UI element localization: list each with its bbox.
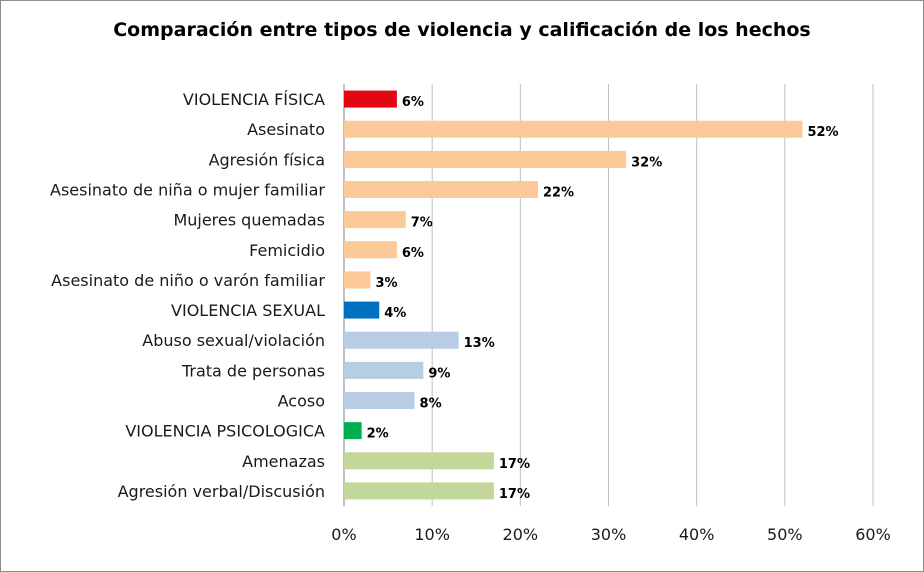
bar [344, 331, 459, 349]
bar [344, 90, 397, 108]
data-labels: 6% 52% 32% 22% 7% 6% 3% 4% 13% 9% 8% 2% 17% 17% [367, 95, 839, 502]
category-label: Asesinato de niña o mujer familiar [50, 181, 325, 200]
x-tick-label: 50% [767, 525, 803, 544]
data-label: 4% [384, 306, 406, 321]
category-label: Mujeres quemadas [173, 211, 325, 230]
category-label: Abuso sexual/violación [142, 331, 325, 350]
x-tick-label: 0% [331, 525, 356, 544]
bar [344, 150, 627, 168]
bar [344, 422, 362, 440]
data-label: 6% [402, 95, 424, 110]
x-tick-label: 30% [591, 525, 627, 544]
category-label: VIOLENCIA FÍSICA [183, 90, 325, 109]
category-label: VIOLENCIA SEXUAL [171, 301, 325, 320]
data-label: 3% [375, 276, 397, 291]
data-label: 6% [402, 246, 424, 261]
data-label: 8% [420, 397, 442, 412]
category-label: Asesinato de niño o varón familiar [51, 271, 325, 290]
x-tick-labels: 0% 10% 20% 30% 40% 50% 60% [331, 525, 890, 544]
data-label: 17% [499, 487, 530, 502]
bars [344, 90, 803, 500]
data-label: 22% [543, 186, 574, 201]
grid-lines [343, 84, 874, 506]
category-label: Agresión verbal/Discusión [118, 482, 325, 501]
category-label: VIOLENCIA PSICOLOGICA [125, 422, 325, 441]
category-label: Agresión física [209, 150, 325, 169]
bar [344, 271, 371, 289]
bar [344, 301, 380, 319]
bar [344, 361, 424, 379]
category-label: Trata de personas [181, 361, 325, 380]
x-tick-label: 40% [679, 525, 715, 544]
bar [344, 181, 538, 198]
bar [344, 392, 415, 409]
data-label: 9% [428, 366, 450, 381]
x-tick-label: 60% [855, 525, 891, 544]
data-label: 13% [464, 336, 495, 351]
category-labels: VIOLENCIA FÍSICA Asesinato Agresión física… [50, 90, 325, 501]
bar [344, 120, 803, 138]
data-label: 17% [499, 457, 530, 472]
bar [344, 482, 494, 500]
data-label: 2% [367, 427, 389, 442]
data-label: 32% [631, 155, 662, 170]
category-label: Femicidio [249, 241, 325, 260]
bar [344, 211, 406, 229]
bar [344, 241, 397, 259]
category-label: Acoso [278, 392, 325, 411]
x-tick-label: 20% [503, 525, 539, 544]
chart-title: Comparación entre tipos de violencia y c… [113, 19, 811, 41]
category-label: Asesinato [247, 120, 325, 139]
category-label: Amenazas [242, 452, 325, 471]
data-label: 7% [411, 216, 433, 231]
bar [344, 452, 494, 470]
x-tick-label: 10% [414, 525, 450, 544]
data-label: 52% [807, 125, 838, 140]
